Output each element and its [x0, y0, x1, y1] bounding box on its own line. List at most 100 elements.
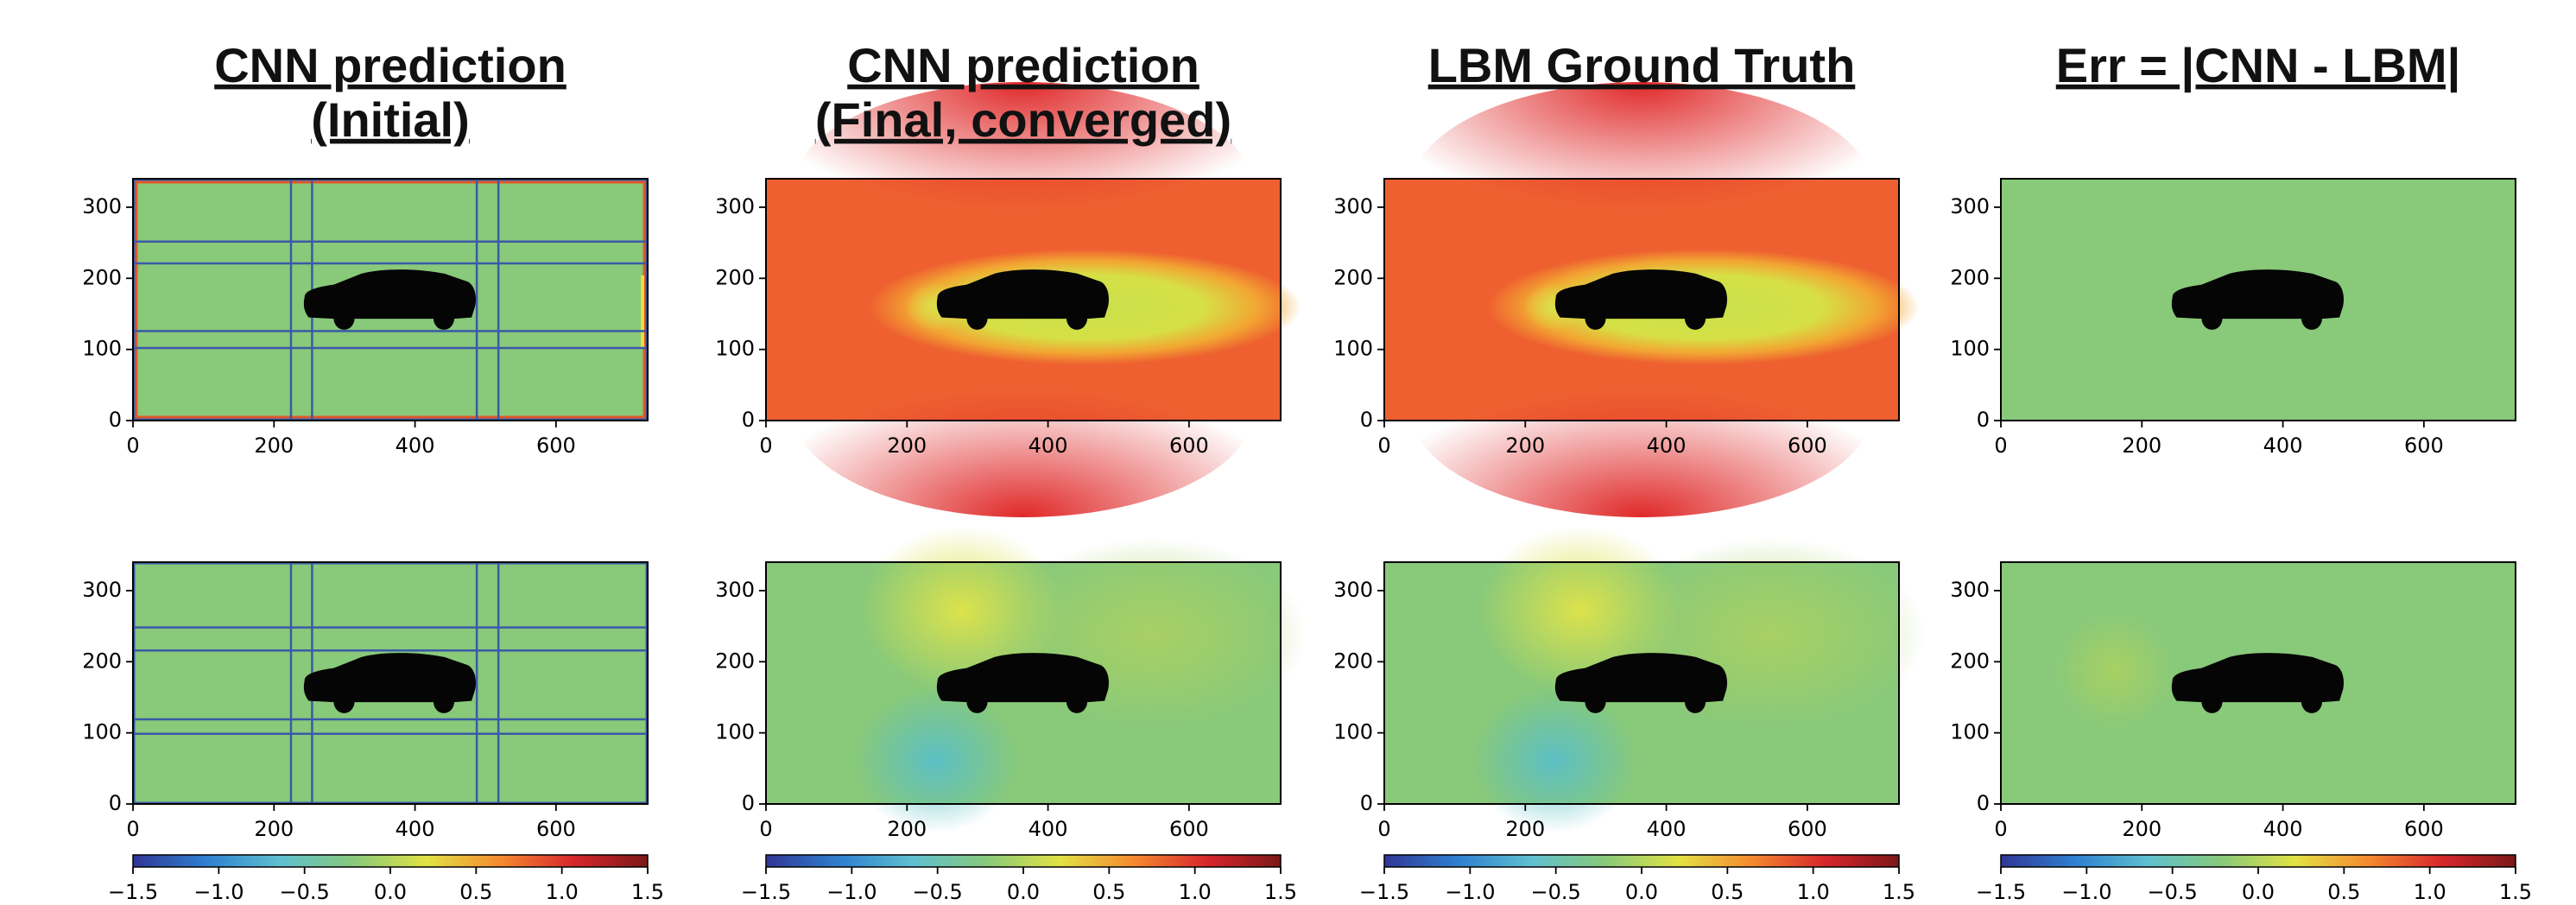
x-tick-label: 400: [2263, 817, 2303, 841]
y-tick-label: 300: [1333, 194, 1373, 218]
colorbar-tick-label: 1.5: [2499, 880, 2532, 904]
y-tick-label: 100: [1950, 720, 1990, 744]
colorbar-tick-label: −1.5: [1976, 880, 2026, 904]
colorbar-tick-label: −0.5: [1531, 880, 1581, 904]
x-tick-label: 600: [1169, 817, 1209, 841]
x-tick-label: 0: [759, 434, 772, 458]
y-tick-label: 100: [82, 720, 122, 744]
colorbar-tick-label: 0.0: [2242, 880, 2275, 904]
colorbar-tick-label: 1.5: [1264, 880, 1297, 904]
x-tick-label: 200: [887, 817, 927, 841]
y-tick-label: 0: [742, 408, 755, 432]
colorbar: [1383, 854, 1900, 868]
plot-frame: [132, 178, 649, 421]
x-tick-label: 0: [126, 434, 139, 458]
x-tick-label: 0: [1994, 434, 2007, 458]
y-tick-label: 100: [1333, 337, 1373, 361]
x-tick-label: 600: [1788, 817, 1827, 841]
panel: 0 200 400 600 0 100 200 300: [82, 178, 649, 458]
colorbar-tick-label: −1.0: [826, 880, 877, 904]
plot-frame: [2000, 561, 2516, 805]
panel-title: CNN prediction: [214, 38, 566, 92]
plot-frame: [132, 561, 649, 805]
colorbar-tick-label: 0.5: [2327, 880, 2360, 904]
x-tick-label: 0: [1377, 434, 1390, 458]
colorbar: [132, 854, 649, 868]
y-tick-label: 0: [742, 791, 755, 815]
colorbar-tick-label: 0.0: [1625, 880, 1658, 904]
y-tick-label: 0: [1360, 791, 1373, 815]
x-tick-label: 600: [2404, 434, 2444, 458]
colorbar: [765, 854, 1282, 868]
y-tick-label: 300: [1950, 578, 1990, 602]
colorbar-tick-label: 1.5: [631, 880, 664, 904]
colorbar-tick-label: 1.0: [546, 880, 579, 904]
x-tick-label: 200: [887, 434, 927, 458]
y-tick-label: 200: [82, 265, 122, 289]
x-tick-label: 600: [1169, 434, 1209, 458]
colorbar-tick-label: 1.0: [1797, 880, 1830, 904]
y-tick-label: 0: [109, 791, 122, 815]
y-tick-label: 200: [1950, 265, 1990, 289]
x-tick-label: 0: [1994, 817, 2007, 841]
colorbar-tick-label: −1.0: [2061, 880, 2111, 904]
y-tick-label: 200: [715, 649, 755, 673]
x-tick-label: 400: [396, 434, 435, 458]
panel-title: LBM Ground Truth: [1428, 38, 1856, 92]
colorbar-tick-label: −1.0: [193, 880, 244, 904]
y-tick-label: 200: [82, 649, 122, 673]
y-tick-label: 0: [1977, 408, 1990, 432]
y-tick-label: 300: [715, 578, 755, 602]
panel: 0 200 400 600 0 100 200 300 −1.5 −1.0 −0.5 0.0 0.5 1.…: [1333, 526, 1925, 904]
x-tick-label: 200: [1505, 817, 1545, 841]
x-tick-label: 200: [254, 817, 294, 841]
colorbar-tick-label: 1.0: [2414, 880, 2446, 904]
heatmap-image: [2001, 179, 2516, 421]
y-tick-label: 100: [1333, 720, 1373, 744]
plot-frame: [1383, 178, 1900, 421]
x-tick-label: 200: [1505, 434, 1545, 458]
panel-title: CNN prediction: [847, 38, 1199, 92]
x-tick-label: 400: [1029, 434, 1068, 458]
heatmap-image: [766, 82, 1301, 517]
heatmap-image: [1384, 526, 1925, 833]
y-tick-label: 200: [1950, 649, 1990, 673]
panel: 0 200 400 600 0 100 200 300 −1.5 −1.0 −0.5 0.0 0.5 1.…: [1950, 561, 2532, 904]
x-tick-label: 600: [536, 434, 576, 458]
y-tick-label: 300: [1333, 578, 1373, 602]
panel-title: (Initial): [311, 92, 470, 147]
colorbar-tick-label: −0.5: [913, 880, 963, 904]
y-tick-label: 100: [715, 720, 755, 744]
x-tick-label: 0: [126, 817, 139, 841]
colorbar-tick-label: 0.0: [374, 880, 407, 904]
x-tick-label: 0: [1377, 817, 1390, 841]
heatmap-image: [1384, 82, 1920, 517]
colorbar-tick-label: −1.5: [108, 880, 158, 904]
x-tick-label: 200: [2122, 817, 2161, 841]
y-tick-label: 0: [1977, 791, 1990, 815]
y-tick-label: 300: [82, 578, 122, 602]
panel: 0 200 400 600 0 100 200 300: [1333, 82, 1920, 517]
x-tick-label: 0: [759, 817, 772, 841]
heatmap-image: [766, 526, 1307, 833]
y-tick-label: 0: [109, 408, 122, 432]
x-tick-label: 200: [2122, 434, 2161, 458]
x-tick-label: 400: [1647, 434, 1687, 458]
x-tick-label: 200: [254, 434, 294, 458]
x-tick-label: 400: [1647, 817, 1687, 841]
y-tick-label: 300: [1950, 194, 1990, 218]
colorbar-tick-label: −0.5: [2148, 880, 2198, 904]
colorbar-tick-label: −0.5: [280, 880, 330, 904]
y-tick-label: 200: [715, 265, 755, 289]
y-tick-label: 300: [715, 194, 755, 218]
y-tick-label: 300: [82, 194, 122, 218]
colorbar-tick-label: −1.5: [741, 880, 791, 904]
y-tick-label: 200: [1333, 265, 1373, 289]
heatmap-image: [132, 178, 649, 421]
y-tick-label: 0: [1360, 408, 1373, 432]
plot-frame: [765, 178, 1282, 421]
colorbar-tick-label: 1.0: [1179, 880, 1212, 904]
colorbar-tick-label: 1.5: [1883, 880, 1915, 904]
y-tick-label: 200: [1333, 649, 1373, 673]
